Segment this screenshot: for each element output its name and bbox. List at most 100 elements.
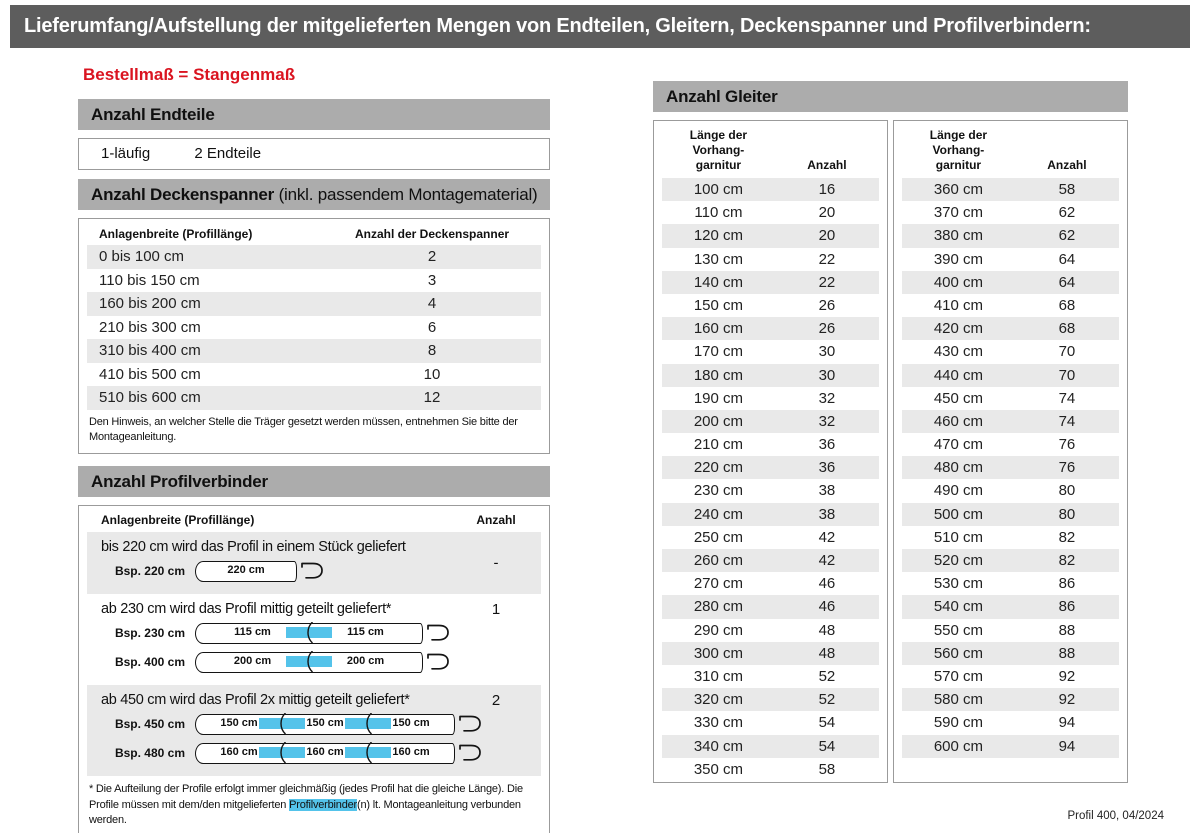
- example-label: Bsp. 400 cm: [114, 655, 185, 670]
- section-heading-text: Anzahl Profilverbinder: [91, 472, 268, 492]
- count-column-header: Anzahl: [1047, 158, 1087, 172]
- table-row: 130 cm 22: [662, 248, 879, 271]
- length-cell: 450 cm: [933, 389, 984, 407]
- count-cell: 30: [818, 366, 836, 384]
- count-cell: 42: [818, 528, 836, 546]
- count-cell: 38: [818, 505, 836, 523]
- count-cell: 46: [818, 598, 836, 616]
- count-cell: 64: [1058, 250, 1076, 268]
- gleiter-tables: Länge der Vorhang-garnitur Anzahl 100 cm …: [653, 120, 1128, 783]
- profilverbinder-connector: [286, 655, 332, 667]
- range-cell: 410 bis 500 cm: [99, 365, 201, 383]
- count-cell: 80: [1058, 505, 1076, 523]
- count-cell: 10: [423, 365, 441, 383]
- count-cell: 62: [1058, 227, 1076, 245]
- segment-joint-icon: [303, 621, 315, 644]
- right-column: Anzahl Gleiter Länge der Vorhang-garnitur…: [653, 81, 1128, 783]
- table-row: 180 cm 30: [662, 363, 879, 387]
- profile-bar: 220 cm: [195, 560, 297, 582]
- length-cell: 320 cm: [693, 691, 744, 709]
- length-cell: 550 cm: [933, 621, 984, 639]
- length-cell: 180 cm: [693, 366, 744, 384]
- table-row: 420 cm 68: [902, 317, 1119, 341]
- count-cell: 22: [818, 273, 836, 291]
- section-heading-text: Anzahl Deckenspanner: [91, 185, 275, 204]
- length-cell: 600 cm: [933, 737, 984, 755]
- table-row: 300 cm 48: [662, 641, 879, 665]
- segment-length: 115 cm: [234, 625, 271, 638]
- length-cell: 220 cm: [693, 459, 744, 477]
- count-cell: 2: [427, 248, 437, 265]
- section-heading-text: Anzahl Gleiter: [666, 87, 778, 106]
- count-cell: 32: [818, 412, 836, 430]
- count-cell: 74: [1058, 389, 1076, 407]
- count-cell: 8: [427, 342, 437, 359]
- table-row: 240 cm 38: [662, 502, 879, 526]
- profilverbinder-connector: [286, 626, 332, 638]
- length-cell: 230 cm: [693, 482, 744, 500]
- length-cell: 270 cm: [693, 575, 744, 593]
- page-title: Lieferumfang/Aufstellung der mitgeliefer…: [10, 5, 1190, 48]
- table-row: 530 cm 86: [902, 572, 1119, 595]
- count-cell: 36: [818, 436, 836, 454]
- table-row: 490 cm 80: [902, 479, 1119, 502]
- profile-diagram: Bsp. 480 cm 160 cm 160 cm 160 cm: [93, 741, 541, 765]
- table-row: 210 bis 300 cm 6: [87, 316, 541, 340]
- count-cell: 48: [818, 621, 836, 639]
- count-cell: 26: [818, 296, 836, 314]
- profile-segment: 160 cm: [259, 741, 368, 764]
- table-row: 600 cm 94: [902, 734, 1119, 758]
- segment-length: 150 cm: [220, 716, 258, 729]
- segment-length: 115 cm: [347, 625, 384, 638]
- deckenspanner-table: Anlagenbreite (Profillänge) Anzahl der D…: [78, 218, 550, 455]
- table-row: 500 cm 80: [902, 502, 1119, 526]
- count-cell: 58: [1058, 181, 1076, 198]
- segment-joint-icon: [303, 650, 315, 673]
- segment-length: 220 cm: [227, 563, 265, 576]
- table-row: 110 cm 20: [662, 201, 879, 224]
- table-body: 100 cm 16 110 cm 20 120 cm 20: [654, 178, 887, 781]
- table-row: 150 cm 26: [662, 294, 879, 317]
- table-row: 580 cm 92: [902, 688, 1119, 712]
- profile-end-hook-icon: [426, 651, 451, 673]
- count-cell: 70: [1058, 366, 1076, 384]
- table-row: 200 cm 32: [662, 409, 879, 434]
- segment-length: 160 cm: [392, 745, 430, 758]
- table-row: 340 cm 54: [662, 734, 879, 758]
- range-cell: 160 bis 200 cm: [99, 295, 201, 312]
- count-cell: 62: [1058, 204, 1076, 222]
- group-description: bis 220 cm wird das Profil in einem Stüc…: [101, 539, 406, 556]
- length-cell: 110 cm: [694, 204, 743, 222]
- count-cell: 48: [818, 644, 836, 662]
- segment-length: 150 cm: [306, 716, 344, 729]
- count-column-header: Anzahl: [476, 513, 516, 528]
- profilverbinder-footnote: * Die Aufteilung der Profile erfolgt imm…: [89, 782, 539, 828]
- length-cell: 400 cm: [933, 273, 984, 291]
- table-row: 570 cm 92: [902, 665, 1119, 688]
- count-cell: 82: [1058, 552, 1076, 569]
- length-cell: 120 cm: [693, 227, 744, 245]
- table-row: 390 cm 64: [902, 248, 1119, 271]
- profile-end-hook-icon: [458, 713, 483, 735]
- length-cell: 420 cm: [933, 320, 984, 338]
- table-header: Länge der Vorhang-garnitur Anzahl: [662, 121, 879, 178]
- group-description: ab 230 cm wird das Profil mittig geteilt…: [101, 601, 392, 618]
- length-column-header: Länge der Vorhang-garnitur: [689, 128, 748, 172]
- profile-end-hook-icon: [426, 622, 451, 644]
- count-cell: 68: [1058, 320, 1076, 338]
- length-cell: 240 cm: [693, 505, 744, 523]
- profile-diagram: Bsp. 400 cm 200 cm 200 cm: [93, 650, 541, 674]
- table-row: 250 cm 42: [662, 526, 879, 549]
- count-cell: 94: [1058, 714, 1076, 732]
- highlight-profilverbinder: Profilverbinder: [289, 798, 358, 811]
- table-row: 510 cm 82: [902, 526, 1119, 549]
- table-row: 220 cm 36: [662, 456, 879, 480]
- count-cell: 3: [427, 271, 437, 289]
- segment-joint-icon: [362, 741, 374, 764]
- table-header: Anlagenbreite (Profillänge) Anzahl der D…: [87, 223, 541, 245]
- length-cell: 330 cm: [693, 714, 744, 732]
- section-heading-subtext: (inkl. passendem Montagematerial): [274, 185, 538, 204]
- table-row: 280 cm 46: [662, 595, 879, 619]
- count-cell: 80: [1058, 482, 1076, 500]
